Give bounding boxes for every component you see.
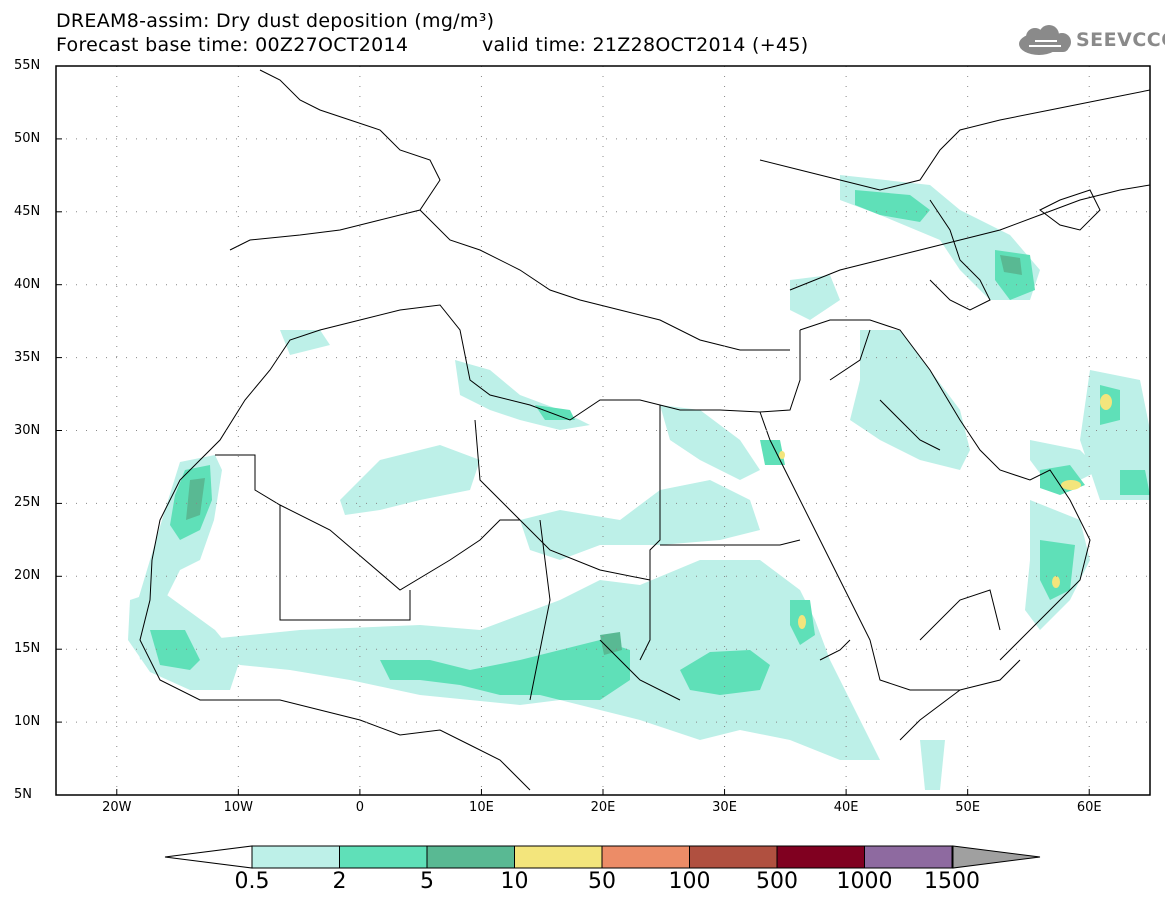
legend-swatch [864,845,953,869]
lon-label: 50E [955,800,981,815]
lat-label: 35N [14,349,41,365]
legend-swatch [601,845,690,869]
lat-label: 30N [14,422,41,438]
lat-label: 55N [14,58,41,73]
legend-label: 1000 [836,869,893,894]
lon-label: 20E [590,800,616,815]
lat-label: 15N [14,641,41,657]
legend-low-arrow [164,845,253,869]
lon-label: 10E [469,800,494,815]
legend-high-arrow [952,845,1041,869]
legend-label: 500 [756,869,798,894]
lon-label: 40E [833,800,859,815]
lat-label: 5N [14,787,32,802]
lat-label: 20N [14,568,41,584]
legend-swatch [776,845,865,869]
legend-label: 10 [500,869,529,894]
map-title: DREAM8-assim: Dry dust deposition (mg/m³… [56,10,495,32]
legend-label: 50 [588,869,616,894]
dust-fill-layer [128,175,1150,790]
lat-label: 45N [14,203,41,219]
legend-swatch [426,845,515,869]
legend-label: 5 [420,869,434,894]
legend-swatch [514,845,603,869]
lon-label: 0 [355,800,365,815]
forecast-base-time: Forecast base time: 00Z27OCT2014 [56,34,409,56]
lat-label: 10N [14,714,41,730]
lon-label: 10W [223,800,254,815]
lon-label: 60E [1076,800,1102,815]
lon-label: 30E [712,800,737,815]
valid-time: valid time: 21Z28OCT2014 (+45) [482,34,809,56]
legend-swatch [689,845,778,869]
legend-label: 1500 [924,869,980,894]
coastline-layer [139,69,1151,791]
legend-swatch [251,845,340,869]
legend-swatch [339,845,428,869]
lat-label: 50N [14,130,41,146]
lat-label: 40N [14,276,41,292]
legend-label: 2 [332,869,347,894]
lat-label: 25N [14,495,41,511]
legend-label: 100 [668,869,711,894]
legend-label: 0.5 [234,869,270,894]
lon-label: 20W [102,800,132,815]
cloud-logo-icon [1019,25,1071,55]
logo-text: SEEVCCC [1076,29,1165,51]
